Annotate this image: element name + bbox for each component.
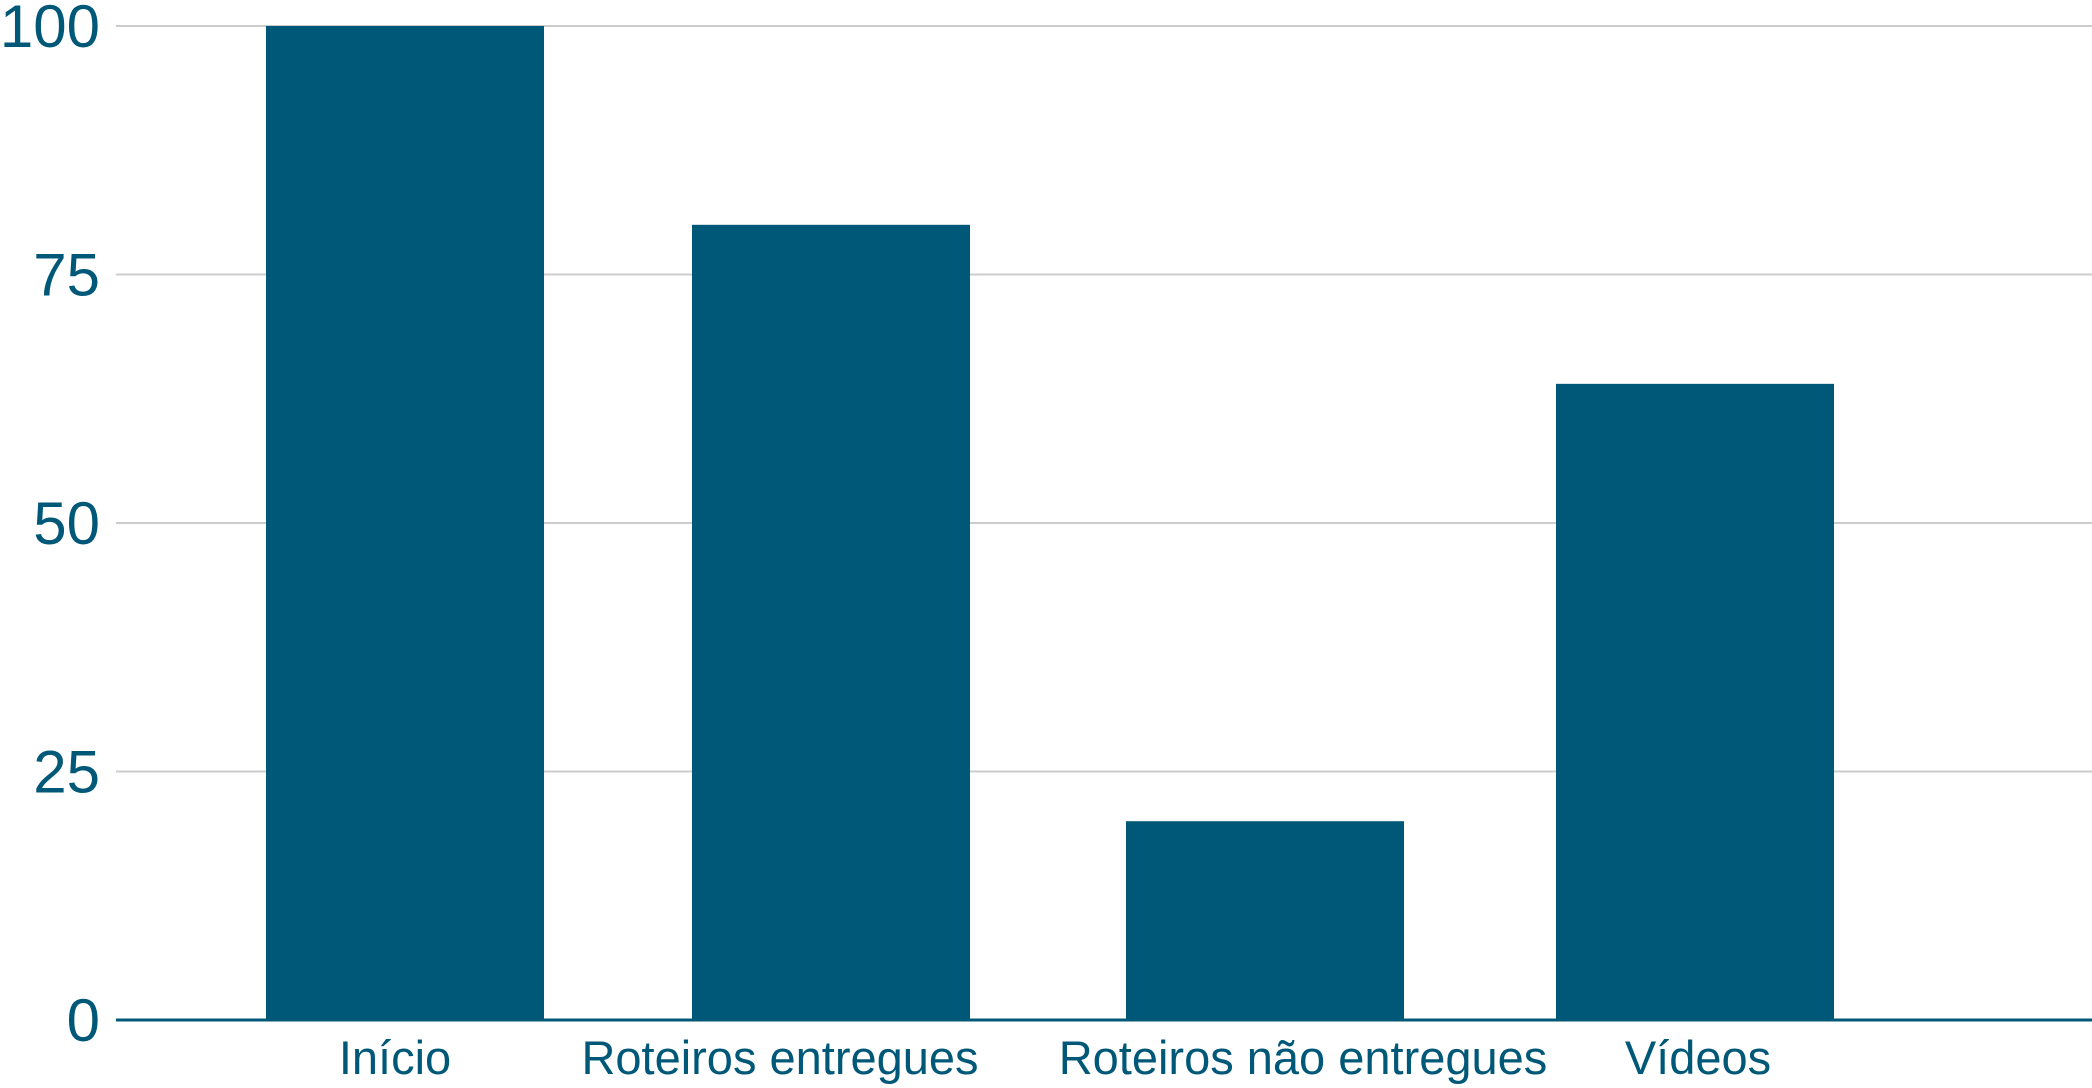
bar-1	[266, 26, 544, 1020]
y-tick-label: 25	[33, 739, 100, 806]
x-tick-label: Roteiros não entregues	[1059, 1031, 1548, 1084]
x-axis-ticks: Início Roteiros entregues Roteiros não ent…	[339, 1031, 1771, 1084]
y-axis-ticks: 0 25 50 75 100	[0, 0, 100, 1054]
x-tick-label: Roteiros entregues	[581, 1031, 978, 1084]
x-tick-label: Início	[339, 1031, 451, 1084]
bar-4	[1556, 383, 1834, 1021]
y-tick-label: 100	[0, 0, 100, 60]
x-tick-label: Vídeos	[1625, 1031, 1771, 1084]
bars	[266, 26, 1834, 1021]
bar-2	[692, 224, 970, 1021]
bar-3	[1126, 821, 1404, 1020]
y-tick-label: 0	[67, 987, 100, 1054]
y-tick-label: 50	[33, 490, 100, 557]
y-tick-label: 75	[33, 242, 100, 309]
